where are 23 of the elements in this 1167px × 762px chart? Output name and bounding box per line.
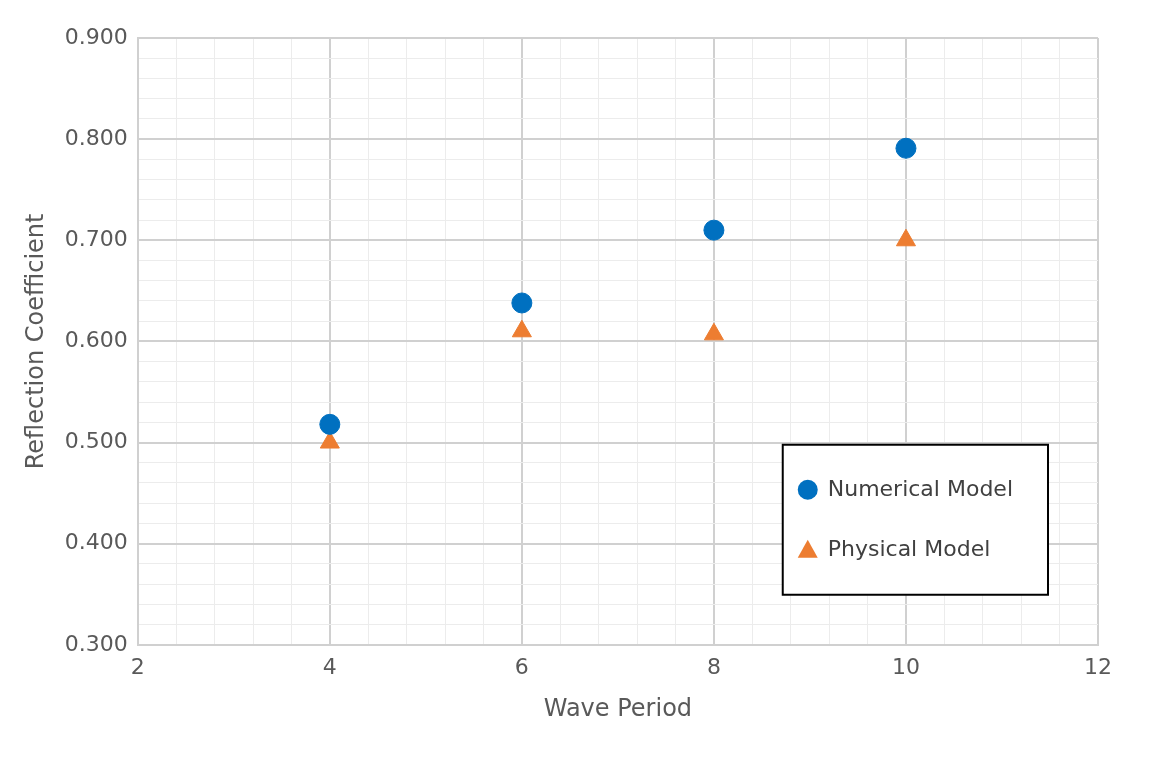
y-tick-label: 0.400: [64, 529, 128, 555]
x-tick-label: 12: [1084, 653, 1112, 679]
y-tick-label: 0.300: [64, 630, 128, 656]
y-tick-label: 0.600: [64, 327, 128, 353]
point: [703, 219, 725, 241]
point: [511, 319, 532, 338]
point: [703, 322, 724, 341]
y-tick-label: 0.800: [64, 124, 128, 150]
legend-label: Physical Model: [827, 535, 991, 561]
y-tick-label: 0.900: [64, 23, 128, 49]
x-tick-label: 6: [514, 653, 529, 679]
point: [895, 228, 916, 247]
y-tick-label: 0.500: [64, 428, 128, 454]
legend-label: Numerical Model: [827, 475, 1014, 501]
x-tick-label: 8: [706, 653, 721, 679]
x-tick-label: 2: [130, 653, 145, 679]
y-tick-label: 0.700: [64, 225, 128, 251]
point: [895, 137, 917, 159]
x-axis-title: Wave Period: [543, 693, 693, 722]
x-tick-label: 10: [891, 653, 920, 679]
y-axis-title: Reflection Coefficient: [20, 213, 49, 470]
point: [511, 292, 533, 314]
x-tick-label: 4: [322, 653, 337, 679]
